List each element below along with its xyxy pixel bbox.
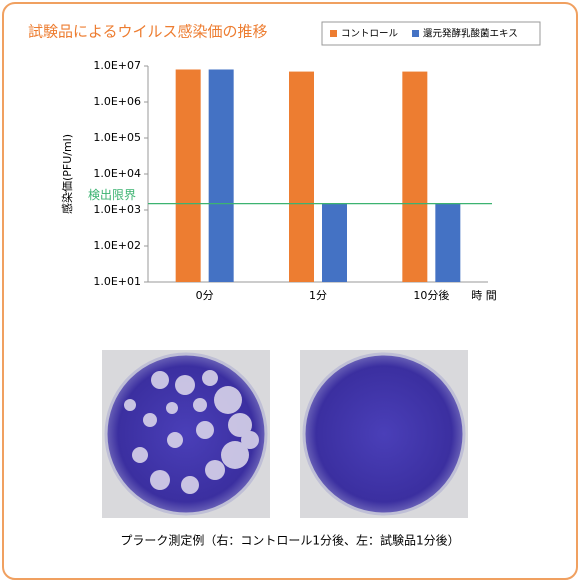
photo-right (300, 350, 468, 518)
x-tick-label: 0分 (196, 289, 214, 302)
legend-label: 還元発酵乳酸菌エキス (423, 28, 518, 40)
y-tick-label: 1.0E+02 (93, 239, 141, 252)
bar (402, 71, 428, 282)
y-axis-label: 感染価(PFU/ml) (60, 134, 74, 214)
bar (435, 203, 461, 282)
chart-title: 試験品によるウイルス感染価の推移 (28, 23, 268, 41)
bar (322, 203, 347, 282)
x-tick-label: 1分 (309, 289, 327, 302)
caption: プラーク測定例（右：コントロール1分後、左：試験品1分後） (120, 533, 459, 548)
legend-box (321, 21, 541, 46)
x-axis-label: 時 間 (471, 289, 497, 302)
y-tick-label: 1.0E+04 (93, 167, 141, 180)
y-tick-label: 1.0E+05 (93, 131, 141, 144)
photo-left (102, 350, 270, 518)
bar (175, 69, 201, 282)
legend-label: コントロール (341, 29, 399, 40)
legend-swatch (330, 30, 337, 37)
y-tick-label: 1.0E+06 (93, 95, 141, 108)
x-tick-label: 10分後 (413, 288, 449, 302)
bar (208, 69, 234, 282)
y-tick-label: 1.0E+01 (93, 275, 141, 288)
bar (289, 71, 314, 282)
threshold-label: 検出限界 (88, 188, 136, 202)
y-tick-label: 1.0E+07 (93, 59, 141, 72)
y-tick-label: 1.0E+03 (93, 203, 141, 216)
legend-swatch (412, 30, 420, 37)
